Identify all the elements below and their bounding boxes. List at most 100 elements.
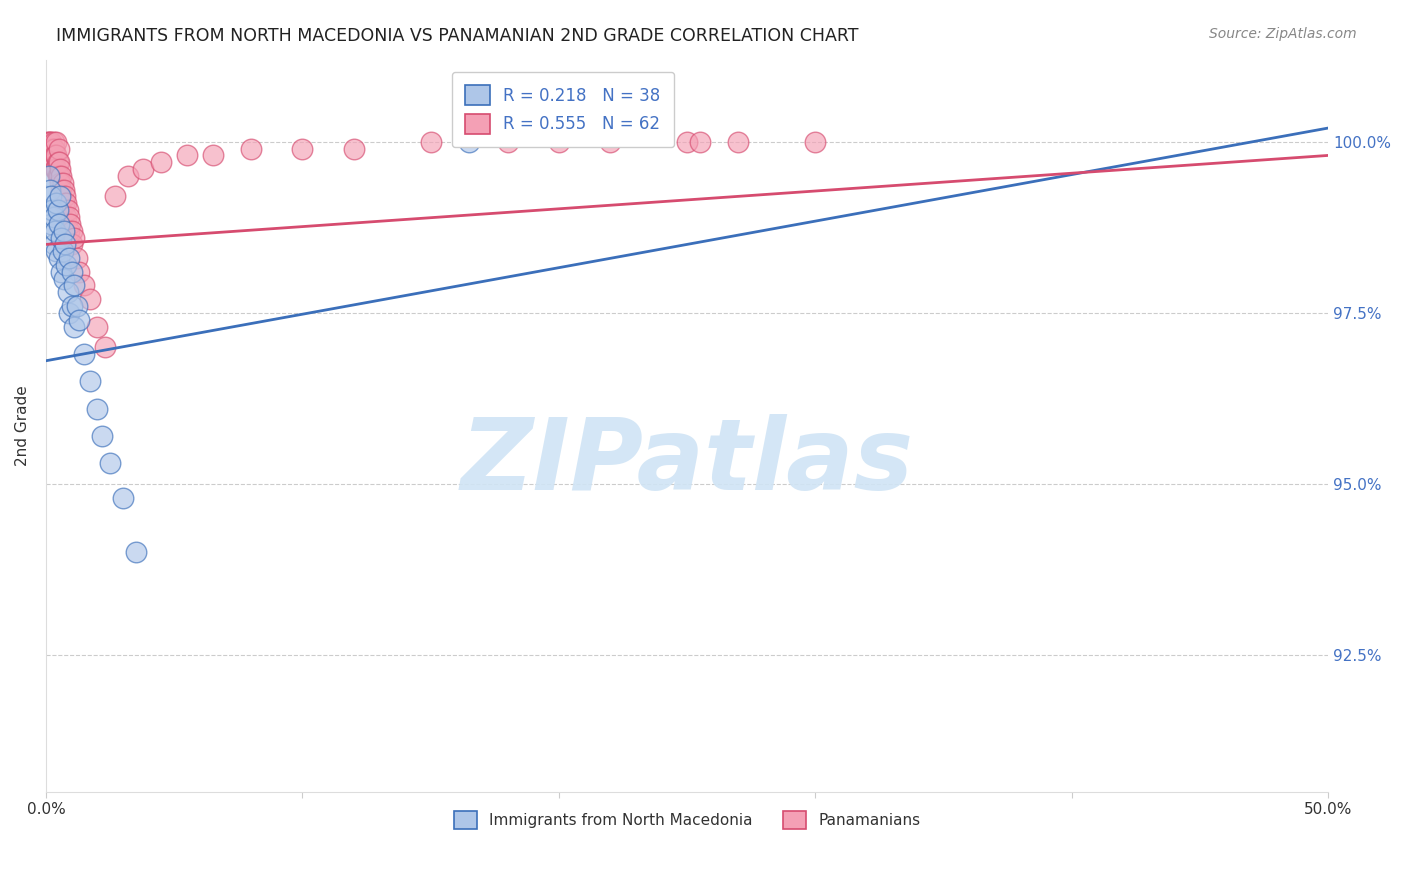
Point — [60, 265, 83, 279]
Point — [45, 162, 67, 177]
Point — [52, 224, 75, 238]
Point — [48, 169, 70, 183]
Point — [51, 183, 73, 197]
Point — [45, 244, 67, 259]
Point — [38, 148, 60, 162]
Point — [41, 155, 63, 169]
Point — [58, 210, 80, 224]
Point — [46, 169, 69, 183]
Point — [41, 203, 63, 218]
Point — [111, 491, 134, 505]
Point — [496, 135, 519, 149]
Point — [42, 237, 65, 252]
Text: IMMIGRANTS FROM NORTH MACEDONIA VS PANAMANIAN 2ND GRADE CORRELATION CHART: IMMIGRANTS FROM NORTH MACEDONIA VS PANAM… — [56, 27, 859, 45]
Point — [42, 135, 65, 149]
Point — [45, 148, 67, 162]
Text: ZIPatlas: ZIPatlas — [461, 414, 914, 511]
Point — [104, 189, 127, 203]
Point — [67, 312, 90, 326]
Point — [60, 237, 83, 252]
Point — [458, 135, 481, 149]
Point — [46, 203, 69, 218]
Point — [132, 162, 155, 177]
Point — [44, 162, 66, 177]
Point — [73, 347, 96, 361]
Point — [55, 258, 77, 272]
Point — [150, 155, 173, 169]
Point — [419, 135, 441, 149]
Point — [49, 189, 72, 203]
Point — [63, 278, 86, 293]
Point — [60, 299, 83, 313]
Point — [41, 142, 63, 156]
Point — [53, 237, 76, 252]
Point — [79, 374, 101, 388]
Point — [38, 135, 60, 149]
Point — [44, 148, 66, 162]
Point — [58, 251, 80, 265]
Point — [42, 142, 65, 156]
Point — [52, 244, 75, 259]
Point — [804, 135, 827, 149]
Point — [48, 217, 70, 231]
Point — [63, 319, 86, 334]
Point — [38, 183, 60, 197]
Point — [73, 278, 96, 293]
Point — [48, 155, 70, 169]
Point — [51, 169, 73, 183]
Point — [689, 135, 711, 149]
Point — [599, 135, 621, 149]
Point — [58, 306, 80, 320]
Point — [48, 142, 70, 156]
Point — [38, 142, 60, 156]
Point — [45, 135, 67, 149]
Point — [55, 210, 77, 224]
Point — [201, 148, 224, 162]
Point — [44, 224, 66, 238]
Point — [94, 340, 117, 354]
Point — [38, 169, 60, 183]
Point — [79, 292, 101, 306]
Point — [727, 135, 749, 149]
Point — [98, 457, 121, 471]
Point — [52, 271, 75, 285]
Point — [291, 142, 314, 156]
Point — [45, 196, 67, 211]
Point — [56, 203, 79, 218]
Point — [49, 176, 72, 190]
Point — [56, 285, 79, 300]
Point — [117, 169, 139, 183]
Y-axis label: 2nd Grade: 2nd Grade — [15, 385, 30, 467]
Point — [51, 265, 73, 279]
Point — [48, 251, 70, 265]
Point — [42, 210, 65, 224]
Point — [343, 142, 366, 156]
Point — [49, 162, 72, 177]
Point — [53, 189, 76, 203]
Point — [240, 142, 263, 156]
Point — [39, 189, 62, 203]
Point — [38, 135, 60, 149]
Point — [67, 265, 90, 279]
Point — [60, 224, 83, 238]
Point — [37, 135, 59, 149]
Point — [59, 217, 82, 231]
Point — [39, 148, 62, 162]
Point — [86, 319, 108, 334]
Point — [42, 155, 65, 169]
Point — [66, 251, 89, 265]
Legend: Immigrants from North Macedonia, Panamanians: Immigrants from North Macedonia, Panaman… — [447, 805, 927, 836]
Point — [52, 183, 75, 197]
Point — [58, 224, 80, 238]
Point — [547, 135, 569, 149]
Point — [176, 148, 198, 162]
Point — [66, 299, 89, 313]
Point — [39, 135, 62, 149]
Point — [86, 401, 108, 416]
Point — [55, 196, 77, 211]
Point — [52, 196, 75, 211]
Point — [125, 545, 148, 559]
Point — [52, 176, 75, 190]
Point — [51, 230, 73, 244]
Point — [39, 217, 62, 231]
